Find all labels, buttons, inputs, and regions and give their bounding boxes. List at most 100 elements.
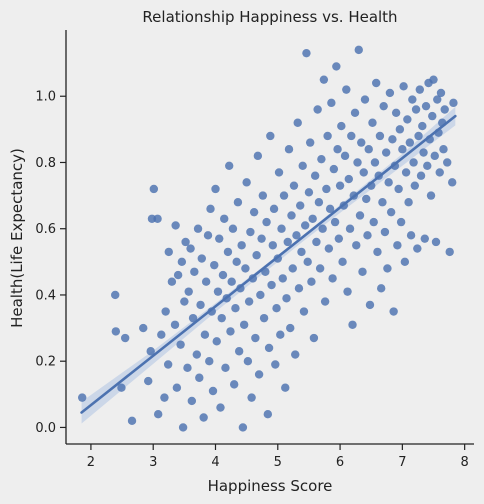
data-point bbox=[247, 393, 256, 402]
data-point bbox=[161, 307, 170, 316]
data-point bbox=[358, 267, 367, 276]
data-point bbox=[426, 191, 436, 200]
data-point bbox=[386, 207, 396, 217]
data-point bbox=[353, 158, 362, 167]
data-point bbox=[363, 231, 372, 240]
data-point bbox=[246, 227, 255, 237]
data-point bbox=[249, 207, 259, 217]
data-point bbox=[298, 161, 307, 170]
data-point bbox=[357, 138, 366, 147]
data-point bbox=[241, 264, 250, 273]
data-point bbox=[314, 198, 324, 207]
data-point bbox=[254, 370, 264, 379]
data-point bbox=[153, 214, 162, 223]
x-tick-label: 3 bbox=[149, 455, 157, 470]
data-point bbox=[216, 403, 225, 412]
data-point bbox=[431, 237, 441, 247]
data-point bbox=[171, 221, 180, 230]
data-point bbox=[323, 131, 332, 141]
data-point bbox=[111, 290, 120, 300]
data-point bbox=[421, 101, 431, 111]
data-point bbox=[332, 62, 341, 71]
data-point bbox=[288, 264, 297, 273]
data-point bbox=[251, 333, 260, 343]
data-point bbox=[263, 409, 273, 419]
data-point bbox=[178, 423, 188, 432]
data-point bbox=[423, 161, 432, 170]
data-point bbox=[183, 363, 192, 373]
data-point bbox=[287, 211, 296, 220]
data-point bbox=[120, 333, 130, 343]
data-point bbox=[259, 313, 269, 323]
data-point bbox=[300, 221, 310, 230]
data-point bbox=[405, 138, 415, 147]
data-point bbox=[164, 247, 173, 257]
data-point bbox=[157, 330, 166, 339]
data-point bbox=[343, 287, 352, 296]
data-point bbox=[375, 131, 385, 141]
data-point bbox=[428, 111, 437, 121]
data-point bbox=[203, 231, 213, 240]
y-tick-label: 0.4 bbox=[35, 288, 56, 303]
data-point bbox=[399, 82, 408, 91]
data-point bbox=[286, 323, 295, 333]
data-point bbox=[238, 423, 248, 432]
data-point bbox=[305, 138, 315, 147]
data-point bbox=[163, 360, 173, 369]
data-point bbox=[193, 224, 203, 233]
data-point bbox=[395, 125, 405, 134]
data-point bbox=[160, 393, 169, 402]
data-point bbox=[313, 105, 322, 114]
data-point bbox=[389, 307, 398, 316]
data-point bbox=[433, 95, 442, 104]
data-point bbox=[415, 85, 425, 94]
data-point bbox=[205, 357, 214, 366]
data-point bbox=[195, 373, 204, 382]
data-point bbox=[383, 264, 392, 273]
data-point bbox=[243, 357, 253, 366]
data-point bbox=[78, 393, 87, 402]
data-point bbox=[127, 416, 137, 426]
data-point bbox=[220, 214, 229, 223]
data-point bbox=[211, 184, 220, 194]
data-point bbox=[347, 131, 356, 141]
data-point bbox=[252, 251, 261, 260]
data-point bbox=[310, 171, 320, 180]
data-point bbox=[348, 320, 357, 329]
data-point bbox=[294, 284, 304, 293]
data-point bbox=[218, 270, 228, 280]
data-point bbox=[268, 241, 277, 250]
data-point bbox=[404, 198, 413, 207]
data-point bbox=[289, 181, 299, 190]
data-point bbox=[333, 145, 342, 154]
data-point bbox=[355, 211, 365, 220]
data-point bbox=[213, 287, 223, 296]
data-point bbox=[385, 88, 395, 98]
data-point bbox=[264, 343, 274, 353]
data-point bbox=[296, 201, 305, 210]
data-point bbox=[360, 95, 370, 104]
data-point bbox=[176, 340, 185, 349]
data-point bbox=[276, 330, 285, 339]
data-point bbox=[291, 350, 300, 359]
data-point bbox=[406, 231, 416, 240]
data-point bbox=[146, 347, 155, 356]
data-point bbox=[414, 131, 423, 141]
data-point bbox=[188, 313, 198, 323]
data-point bbox=[271, 360, 280, 369]
data-point bbox=[318, 224, 327, 233]
data-point bbox=[186, 244, 195, 253]
data-point bbox=[187, 396, 197, 406]
x-tick-label: 8 bbox=[461, 455, 469, 470]
data-point bbox=[420, 234, 429, 243]
data-point bbox=[376, 284, 386, 293]
data-point bbox=[307, 277, 316, 286]
data-point bbox=[328, 274, 337, 283]
data-point bbox=[210, 260, 219, 270]
data-point bbox=[180, 297, 189, 306]
data-point bbox=[170, 320, 180, 329]
data-point bbox=[223, 247, 233, 257]
data-point bbox=[330, 217, 340, 227]
data-point bbox=[344, 174, 353, 184]
data-point bbox=[173, 270, 183, 280]
